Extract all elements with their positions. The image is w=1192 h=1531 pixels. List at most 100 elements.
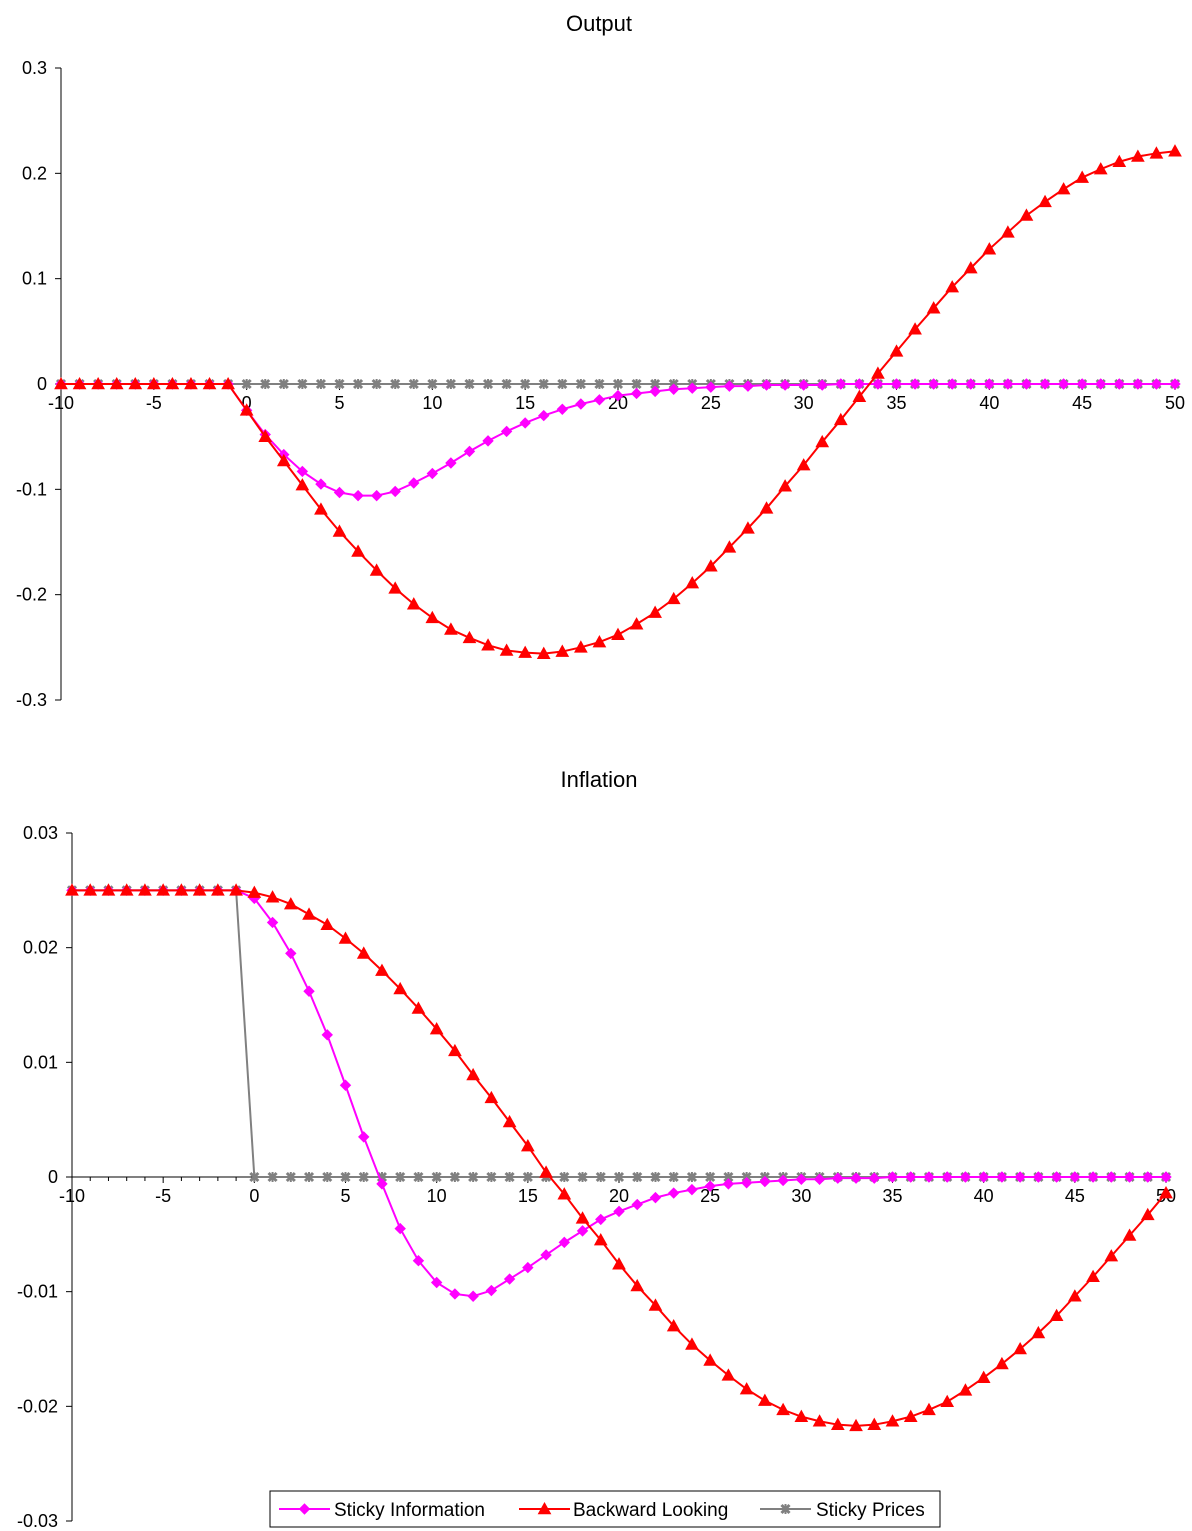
data-point [575, 378, 586, 390]
data-point [760, 379, 773, 391]
data-point [557, 378, 568, 390]
data-point [408, 378, 419, 390]
x-tick-label: 10 [427, 1186, 447, 1206]
y-tick-label: -0.2 [16, 585, 47, 605]
data-point [468, 1171, 479, 1183]
data-point [833, 412, 848, 426]
data-point [739, 1382, 754, 1395]
data-point [666, 591, 681, 605]
data-point [853, 378, 866, 390]
data-point [1002, 378, 1014, 390]
data-point [886, 1171, 899, 1183]
data-point [631, 378, 642, 390]
data-point [1038, 194, 1052, 208]
data-point [522, 1261, 534, 1274]
data-point [649, 385, 661, 398]
data-point [705, 381, 717, 393]
series-line [72, 889, 1166, 1178]
data-point [945, 280, 960, 293]
data-point [486, 1171, 497, 1183]
data-point [795, 1173, 808, 1186]
data-point [813, 1173, 826, 1186]
data-point [576, 1225, 589, 1237]
data-point [211, 883, 225, 896]
data-point [138, 883, 152, 896]
data-point [394, 1222, 406, 1235]
data-point [1140, 1207, 1155, 1221]
data-point [556, 403, 569, 415]
data-point [965, 378, 977, 390]
data-point [686, 382, 698, 394]
data-point [1132, 378, 1144, 390]
data-point [109, 376, 124, 390]
data-point [249, 1171, 260, 1183]
data-point [780, 1503, 791, 1515]
data-point [723, 380, 736, 392]
data-point [295, 478, 310, 491]
data-point [444, 622, 458, 635]
data-point [358, 1131, 370, 1143]
data-point [239, 403, 254, 416]
x-tick-label: 15 [518, 1186, 538, 1206]
data-point [612, 389, 624, 402]
data-point [977, 1171, 990, 1183]
data-point [283, 897, 298, 910]
data-point [612, 378, 624, 390]
data-point [412, 1254, 425, 1267]
data-point [1113, 378, 1126, 390]
data-point [247, 885, 262, 898]
data-point [1076, 378, 1088, 390]
y-tick-label: -0.1 [16, 479, 47, 499]
y-tick-label: 0.01 [23, 1052, 58, 1072]
data-point [923, 1171, 935, 1183]
data-point [427, 378, 438, 390]
x-tick-label: 20 [608, 393, 628, 413]
chart-title: Inflation [560, 767, 637, 792]
x-tick-label: 15 [515, 393, 535, 413]
data-point [629, 617, 644, 630]
data-point [504, 1171, 515, 1183]
data-point [976, 1370, 991, 1383]
y-tick-label: 0.02 [23, 938, 58, 958]
x-tick-label: -10 [48, 393, 74, 413]
series-line [72, 889, 1166, 1298]
data-point [1056, 182, 1071, 195]
data-point [705, 1171, 716, 1183]
data-point [1019, 208, 1034, 221]
data-point [376, 1178, 388, 1190]
data-point [202, 376, 217, 390]
data-point [778, 479, 792, 492]
data-point [484, 1090, 499, 1104]
data-point [1105, 1171, 1118, 1183]
x-tick-label: 25 [701, 393, 721, 413]
data-point [518, 645, 533, 658]
data-point [685, 1337, 699, 1350]
data-point [278, 378, 289, 390]
series-backward-looking [54, 144, 1182, 659]
data-point [558, 1236, 571, 1249]
x-tick-label: 0 [249, 1186, 259, 1206]
data-point [375, 963, 389, 976]
data-point [703, 559, 718, 572]
y-tick-label: 0.3 [22, 58, 47, 78]
x-tick-label: 10 [422, 393, 442, 413]
data-point [649, 1191, 662, 1204]
y-tick-label: -0.3 [16, 690, 47, 710]
legend-symbol [760, 1503, 811, 1515]
legend-label: Sticky Prices [816, 1500, 925, 1521]
data-point [449, 1288, 461, 1300]
data-point [258, 429, 273, 442]
data-point [1031, 1325, 1046, 1339]
x-tick-label: 45 [1065, 1186, 1085, 1206]
data-point [520, 1139, 535, 1152]
data-point [485, 1284, 498, 1297]
data-point [577, 1171, 588, 1183]
data-point [184, 376, 198, 390]
data-point [1123, 1171, 1136, 1183]
data-point [721, 1368, 736, 1381]
data-point [830, 1417, 845, 1430]
data-point [983, 378, 996, 390]
y-tick-label: -0.02 [17, 1396, 58, 1416]
data-point [850, 1172, 862, 1184]
data-point [959, 1171, 972, 1183]
